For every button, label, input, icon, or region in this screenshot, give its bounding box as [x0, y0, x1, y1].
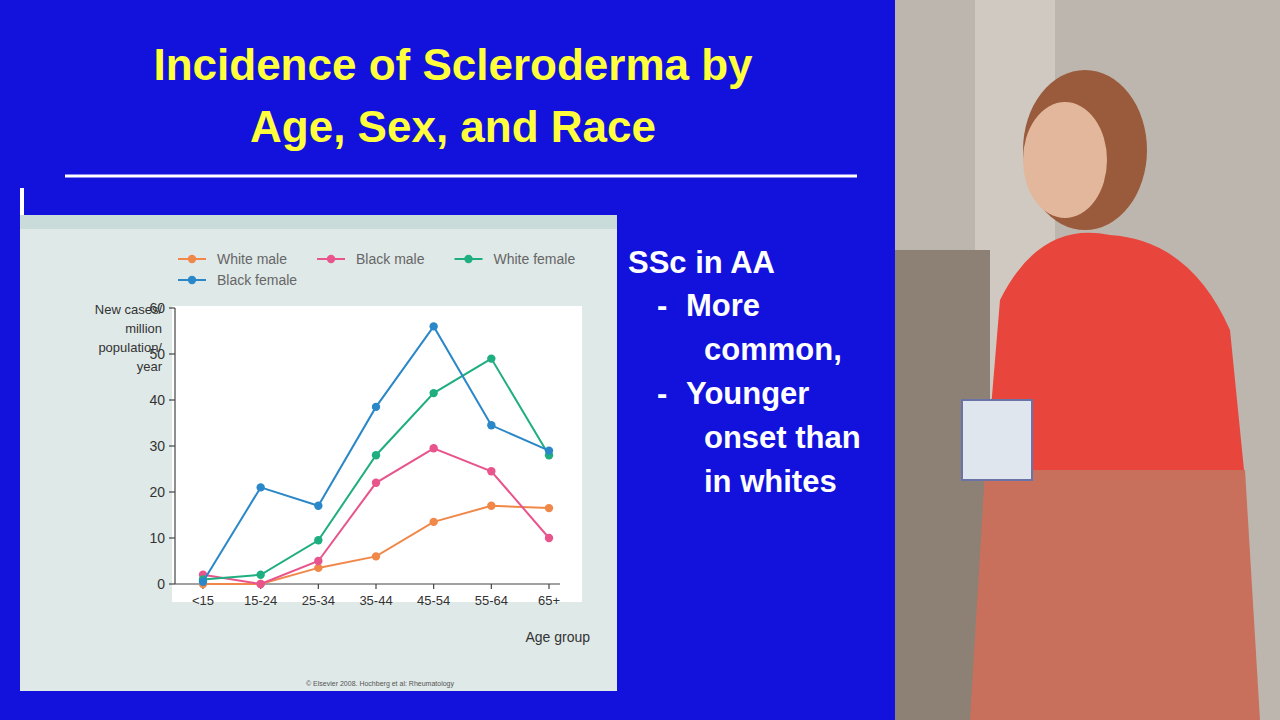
y-tick	[169, 399, 175, 400]
x-tick-label: 35-44	[359, 593, 392, 608]
series-line	[203, 448, 549, 584]
presenter-photo	[895, 0, 1280, 720]
legend-label: White male	[217, 251, 287, 267]
x-tick	[433, 584, 434, 589]
x-tick-label: 65+	[538, 593, 560, 608]
series-marker	[199, 578, 207, 586]
chart-panel	[20, 215, 617, 691]
y-tick-label: 10	[149, 530, 165, 546]
background	[0, 0, 1280, 720]
y-tick	[169, 307, 175, 308]
y-tick-label: 20	[149, 484, 165, 500]
y-tick-label: 30	[149, 438, 165, 454]
presenter-skirt	[970, 470, 1260, 720]
y-tick	[169, 583, 175, 584]
data-group	[199, 322, 553, 588]
annotation-line: in whites	[704, 464, 837, 499]
x-tick-label: 25-34	[302, 593, 335, 608]
legend-marker	[188, 255, 196, 263]
series-marker	[545, 446, 553, 454]
y-tick	[169, 445, 175, 446]
legend-marker	[327, 255, 335, 263]
series-marker	[487, 467, 495, 475]
x-tick	[318, 584, 319, 589]
title-line: Incidence of Scleroderma by	[153, 40, 753, 89]
series-marker	[314, 557, 322, 565]
x-tick-label: 55-64	[475, 593, 508, 608]
y-tick-label: 40	[149, 392, 165, 408]
legend-label: White female	[494, 251, 576, 267]
series-marker	[256, 580, 264, 588]
legend: White male Black male White female Black fe…	[178, 251, 575, 288]
series-marker	[487, 502, 495, 510]
series-marker	[487, 421, 495, 429]
plot-area	[172, 306, 582, 602]
x-tick-label: 45-54	[417, 593, 450, 608]
series-marker	[256, 580, 264, 588]
x-tick	[548, 584, 549, 589]
series-marker	[429, 518, 437, 526]
y-axis-title: New cases/	[95, 302, 163, 317]
x-tick	[375, 584, 376, 589]
series-marker	[429, 322, 437, 330]
series-marker	[487, 354, 495, 362]
y-tick-label: 0	[157, 576, 165, 592]
series-marker	[372, 479, 380, 487]
series-marker	[372, 552, 380, 560]
source: © Elsevier 2008. Hochberg et al: Rheumat…	[306, 680, 454, 688]
legend-label: Black female	[217, 272, 297, 288]
bullet-dash: -	[657, 288, 667, 323]
series-marker	[256, 571, 264, 579]
title: Incidence of Scleroderma by Age, Sex, and…	[153, 40, 753, 151]
annotation-line: onset than	[704, 420, 861, 455]
title-rule	[65, 175, 857, 178]
series-marker	[314, 502, 322, 510]
y-tick	[169, 491, 175, 492]
chart-panel-band	[20, 215, 617, 229]
series-line	[203, 326, 549, 581]
x-axis-title: Age group	[525, 629, 590, 645]
x-tick	[491, 584, 492, 589]
photo-wall	[895, 0, 1280, 720]
legend-label: Black male	[356, 251, 425, 267]
panel-edge	[20, 188, 24, 218]
legend-marker	[188, 276, 196, 284]
bullet-dash: -	[657, 376, 667, 411]
y-tick	[169, 353, 175, 354]
presenter-badge	[962, 400, 1032, 480]
legend-marker	[464, 255, 472, 263]
series-marker	[372, 451, 380, 459]
y-tick	[169, 537, 175, 538]
series-marker	[372, 403, 380, 411]
series-marker	[545, 534, 553, 542]
series-marker	[545, 504, 553, 512]
presenter-hair	[1023, 70, 1147, 230]
x-tick-label: <15	[192, 593, 214, 608]
series-marker	[314, 536, 322, 544]
series-marker	[429, 389, 437, 397]
y-axis-title: population/	[98, 340, 162, 355]
series-line	[203, 506, 549, 584]
annotation-heading: SSc in AA	[628, 245, 775, 280]
series-marker	[429, 444, 437, 452]
y-axis-title: million	[125, 321, 162, 336]
presenter-face	[1023, 102, 1107, 218]
annotation-line: More	[686, 288, 760, 323]
annotation-line: Younger	[686, 376, 809, 411]
slide: Incidence of Scleroderma by Age, Sex, and…	[0, 0, 1280, 720]
series-marker	[256, 483, 264, 491]
title-line: Age, Sex, and Race	[250, 102, 656, 151]
y-axis-title: year	[137, 359, 163, 374]
series-line	[203, 359, 549, 580]
x-tick-label: 15-24	[244, 593, 277, 608]
annotation-line: common,	[704, 332, 842, 367]
